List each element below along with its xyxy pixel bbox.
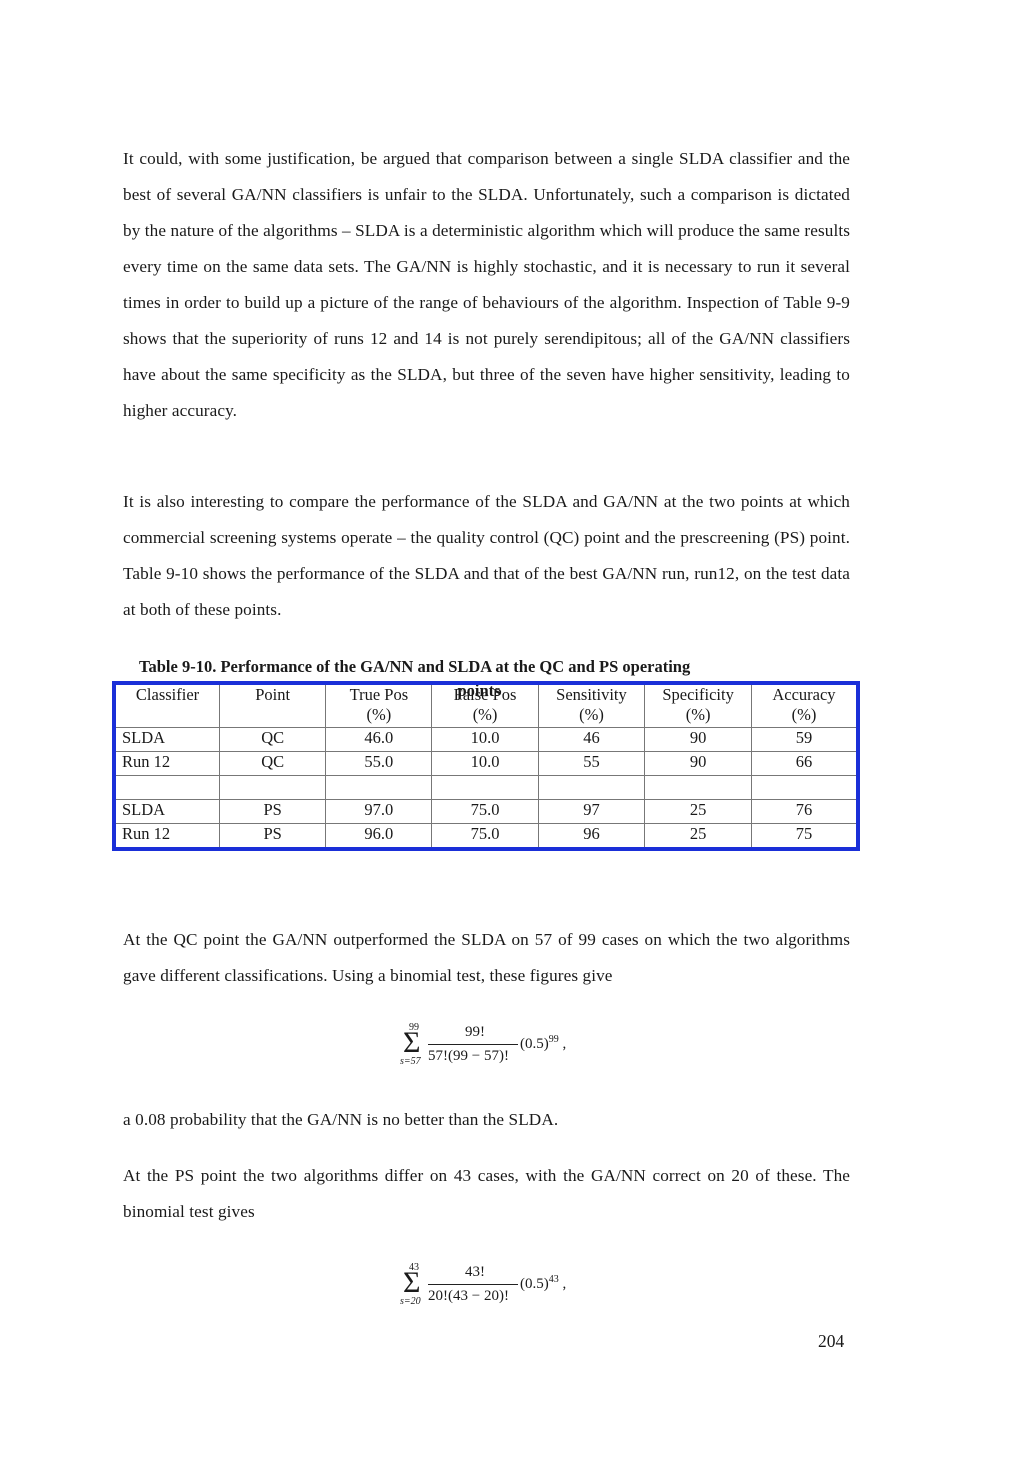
- cell-point: QC: [219, 751, 327, 776]
- cell-classifier: [113, 775, 221, 800]
- cell-point: [219, 775, 327, 800]
- cell-point: QC: [219, 727, 327, 752]
- cell-classifier: SLDA: [113, 799, 221, 824]
- sum-upper-limit: 43: [409, 1262, 419, 1273]
- cell-accuracy: [750, 775, 859, 800]
- table-header-row: Classifier Point True Pos (%) False Pos (%…: [113, 682, 859, 728]
- header-false-pos: False Pos (%): [431, 682, 539, 728]
- cell-sensitivity: 97: [537, 799, 646, 824]
- sum-lower-limit: s=57: [400, 1056, 421, 1067]
- header-point: Point: [219, 682, 327, 728]
- cell-false-pos: 10.0: [431, 727, 539, 752]
- cell-classifier: SLDA: [113, 727, 221, 752]
- cell-true-pos: 55.0: [325, 751, 433, 776]
- cell-sensitivity: [537, 775, 646, 800]
- cell-sensitivity: 96: [537, 823, 646, 850]
- fraction-denominator: 20!(43 − 20)!: [428, 1288, 509, 1304]
- cell-accuracy: 75: [750, 823, 859, 850]
- cell-sensitivity: 55: [537, 751, 646, 776]
- page-number: 204: [818, 1331, 845, 1351]
- table-row: Run 12 QC 55.0 10.0 55 90 66: [113, 751, 859, 776]
- header-specificity: Specificity (%): [644, 682, 752, 728]
- sigma-symbol: Σ: [403, 1266, 421, 1299]
- cell-true-pos: 46.0: [325, 727, 433, 752]
- cell-true-pos: 97.0: [325, 799, 433, 824]
- paragraph-operating-points: It is also interesting to compare the pe…: [123, 492, 850, 619]
- cell-point: PS: [219, 799, 327, 824]
- header-true-pos: True Pos (%): [325, 682, 433, 728]
- probability-power: (0.5)99 ,: [520, 1034, 567, 1052]
- paragraph-qc-probability: a 0.08 probability that the GA/NN is no …: [123, 1110, 559, 1129]
- cell-false-pos: 10.0: [431, 751, 539, 776]
- sum-lower-limit: s=20: [400, 1296, 421, 1307]
- sigma-symbol: Σ: [403, 1026, 421, 1059]
- binomial-formula-qc: 99 Σ s=57 99! 57!(99 − 57)! (0.5)99 ,: [400, 1022, 600, 1082]
- header-accuracy: Accuracy (%): [750, 682, 859, 728]
- cell-false-pos: [431, 775, 539, 800]
- table-row: Run 12 PS 96.0 75.0 96 25 75: [113, 823, 859, 850]
- header-sensitivity: Sensitivity (%): [537, 682, 646, 728]
- cell-accuracy: 59: [750, 727, 859, 752]
- fraction-bar: [428, 1284, 518, 1285]
- paragraph-ps-result: At the PS point the two algorithms diffe…: [123, 1166, 850, 1221]
- binomial-formula-ps: 43 Σ s=20 43! 20!(43 − 20)! (0.5)43 ,: [400, 1262, 600, 1322]
- performance-table: Classifier Point True Pos (%) False Pos (%…: [112, 681, 860, 851]
- cell-true-pos: 96.0: [325, 823, 433, 850]
- paragraph-comparison-fairness: It could, with some justification, be ar…: [123, 149, 850, 420]
- fraction-bar: [428, 1044, 518, 1045]
- fraction-numerator: 43!: [465, 1264, 485, 1280]
- cell-accuracy: 66: [750, 751, 859, 776]
- header-classifier: Classifier: [113, 682, 221, 728]
- cell-point: PS: [219, 823, 327, 850]
- cell-specificity: 90: [644, 751, 752, 776]
- probability-power: (0.5)43 ,: [520, 1274, 567, 1292]
- cell-false-pos: 75.0: [431, 799, 539, 824]
- cell-specificity: 25: [644, 799, 752, 824]
- cell-accuracy: 76: [750, 799, 859, 824]
- sum-upper-limit: 99: [409, 1022, 419, 1033]
- cell-specificity: 25: [644, 823, 752, 850]
- cell-false-pos: 75.0: [431, 823, 539, 850]
- table-caption-line1: Table 9-10. Performance of the GA/NN and…: [139, 657, 691, 676]
- cell-classifier: Run 12: [113, 751, 221, 776]
- table-row: SLDA PS 97.0 75.0 97 25 76: [113, 799, 859, 824]
- cell-specificity: 90: [644, 727, 752, 752]
- cell-true-pos: [325, 775, 433, 800]
- cell-specificity: [644, 775, 752, 800]
- fraction-numerator: 99!: [465, 1024, 485, 1040]
- cell-classifier: Run 12: [113, 823, 221, 850]
- fraction-denominator: 57!(99 − 57)!: [428, 1048, 509, 1064]
- paragraph-qc-result: At the QC point the GA/NN outperformed t…: [123, 930, 850, 985]
- table-row-spacer: [113, 775, 859, 800]
- table-row: SLDA QC 46.0 10.0 46 90 59: [113, 727, 859, 752]
- cell-sensitivity: 46: [537, 727, 646, 752]
